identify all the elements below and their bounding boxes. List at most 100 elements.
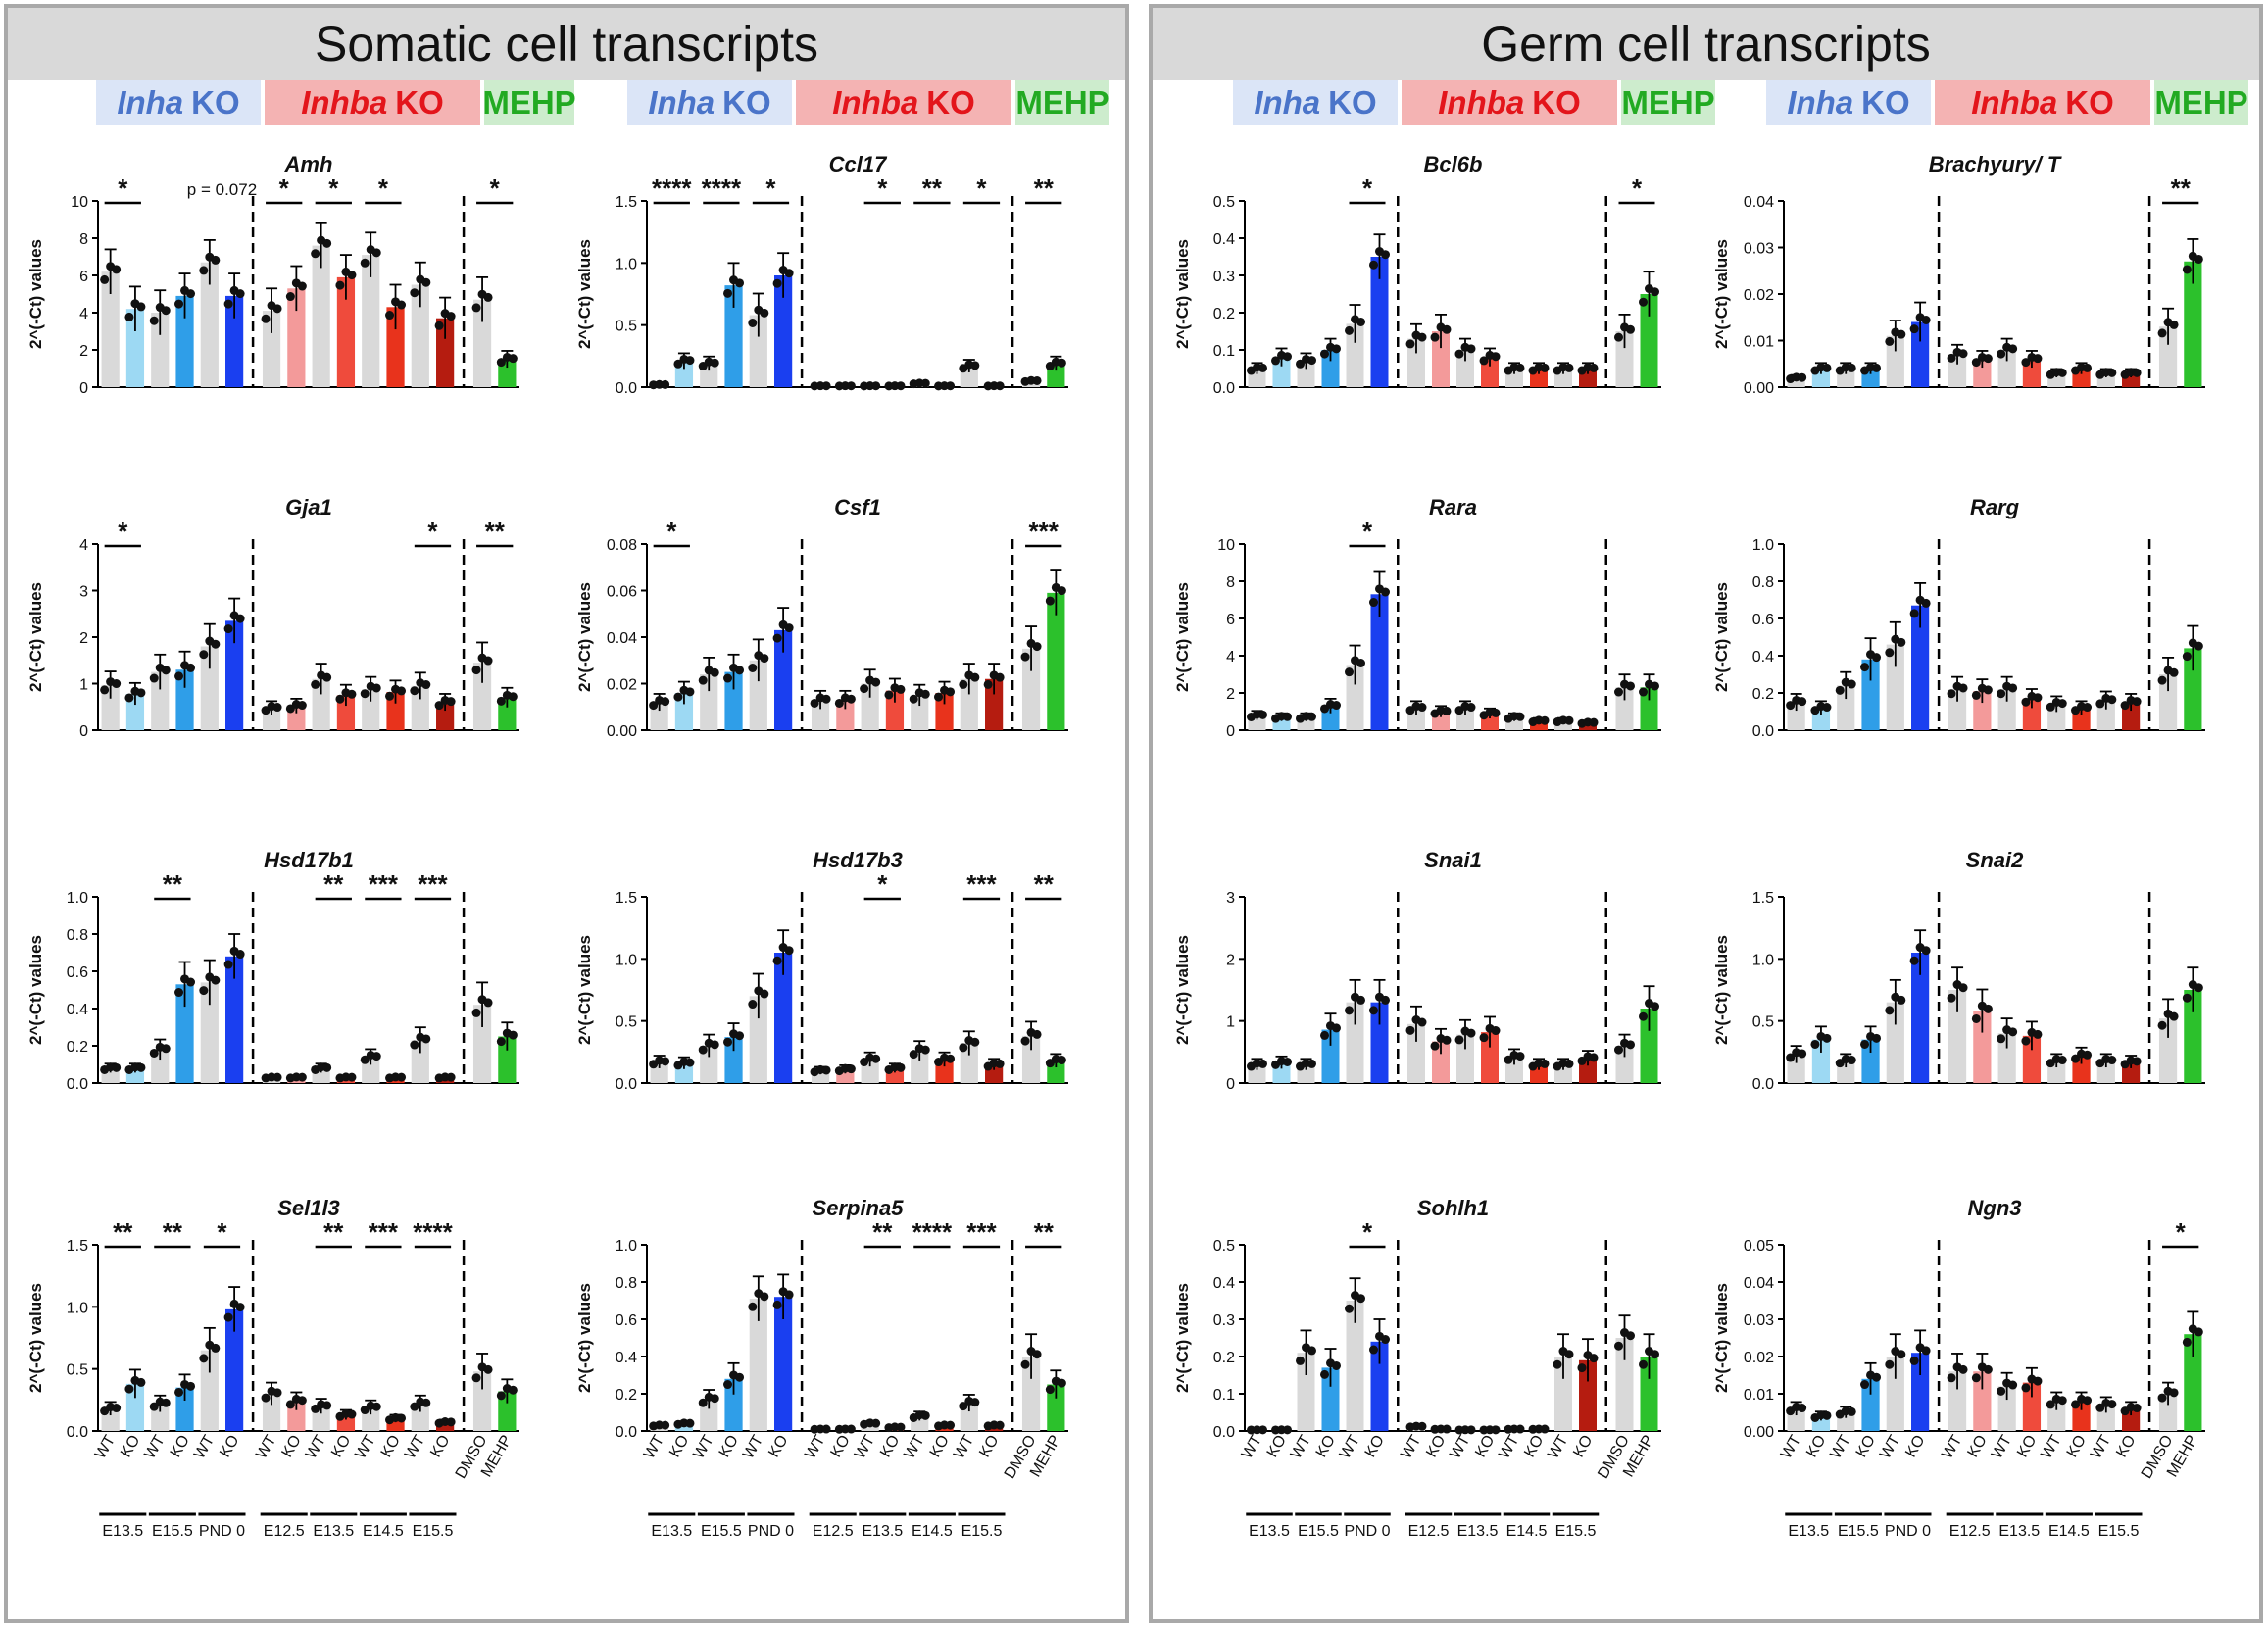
data-point xyxy=(1057,1056,1066,1065)
data-point xyxy=(124,1384,134,1394)
data-point xyxy=(1381,1335,1390,1345)
bar xyxy=(1370,257,1389,387)
data-point xyxy=(698,1045,708,1055)
data-point xyxy=(2194,254,2203,264)
data-point xyxy=(2095,699,2105,709)
data-point xyxy=(446,697,456,707)
data-point xyxy=(748,663,758,672)
x-tick-label: KO xyxy=(1853,1433,1879,1461)
chart-amh: Amh 2^(-Ct) values 0 2 4 6 8 10 * p = 0.072 * * * * xyxy=(26,152,519,397)
y-tick-label: 0.4 xyxy=(616,1350,637,1366)
bar xyxy=(2184,990,2202,1083)
data-point xyxy=(335,694,345,704)
bar xyxy=(2184,648,2202,730)
y-axis-label: 2^(-Ct) values xyxy=(1173,239,1192,349)
data-point xyxy=(186,289,196,299)
data-point xyxy=(760,654,769,664)
y-tick-label: 0.02 xyxy=(1744,1350,1774,1366)
x-tick-label: WT xyxy=(2039,1432,2065,1461)
x-tick-label: WT xyxy=(1989,1432,2015,1461)
data-point xyxy=(896,381,906,391)
y-tick-label: 0.03 xyxy=(1744,1312,1774,1329)
data-point xyxy=(1032,642,1042,652)
ko-label: KO xyxy=(395,84,444,121)
mehp-label: MEHP xyxy=(2154,84,2248,121)
bar xyxy=(1615,331,1634,387)
gene-name: Inha xyxy=(1787,84,1854,121)
data-point xyxy=(2132,697,2142,707)
data-point xyxy=(1442,706,1452,715)
data-point xyxy=(735,278,745,288)
x-tick-label: KO xyxy=(1803,1433,1829,1461)
data-point xyxy=(1032,1350,1042,1359)
significance-label: **** xyxy=(912,1217,953,1247)
data-point xyxy=(2194,1327,2203,1337)
data-point xyxy=(471,303,481,313)
significance-label: ** xyxy=(872,1217,893,1247)
data-point xyxy=(884,690,894,700)
data-point xyxy=(871,381,881,391)
chart-serpina5: Serpina5 2^(-Ct) values 0.0 0.2 0.4 0.6 0.8 1.0… xyxy=(575,1196,1068,1540)
bar xyxy=(1021,1035,1041,1083)
data-point xyxy=(174,671,184,681)
bar xyxy=(2072,1401,2091,1431)
significance-label: * xyxy=(666,517,677,546)
data-point xyxy=(846,694,856,704)
significance-label: **** xyxy=(652,173,692,203)
bar xyxy=(1911,1353,1930,1431)
data-point xyxy=(272,703,282,713)
data-point xyxy=(2107,368,2117,377)
data-point xyxy=(2182,993,2192,1003)
data-point xyxy=(970,1037,980,1047)
data-point xyxy=(1258,1425,1267,1435)
data-point xyxy=(909,694,918,704)
data-point xyxy=(112,1062,122,1072)
bar xyxy=(674,693,694,730)
gene-name: Inhba xyxy=(832,84,919,121)
data-point xyxy=(446,312,456,321)
data-point xyxy=(1958,683,1968,693)
data-point xyxy=(661,379,670,389)
data-point xyxy=(360,1055,370,1064)
group-header-inha-ko: Inha KO xyxy=(1766,80,1931,125)
data-point xyxy=(1345,325,1354,335)
bar xyxy=(151,313,170,387)
data-point xyxy=(1589,717,1599,727)
data-point xyxy=(710,667,719,677)
data-point xyxy=(784,1290,794,1300)
data-point xyxy=(1332,1360,1341,1370)
bar xyxy=(225,956,244,1083)
y-tick-label: 0.2 xyxy=(1213,306,1235,322)
data-point xyxy=(2132,368,2142,377)
chart-title: Sel1l3 xyxy=(277,1196,340,1220)
data-point xyxy=(2107,1400,2117,1409)
data-point xyxy=(2120,701,2130,711)
y-axis-label: 2^(-Ct) values xyxy=(1712,582,1731,692)
bar xyxy=(774,629,793,730)
data-point xyxy=(1515,1424,1525,1434)
data-point xyxy=(1847,679,1856,689)
y-tick-label: 3 xyxy=(1226,890,1235,907)
significance-label: * xyxy=(1362,517,1373,546)
stage-label: E13.5 xyxy=(862,1523,903,1540)
data-point xyxy=(920,1410,930,1420)
stage-label: E13.5 xyxy=(313,1523,354,1540)
y-tick-label: 8 xyxy=(79,231,88,248)
bar xyxy=(125,1383,145,1431)
x-tick-label: WT xyxy=(402,1432,428,1461)
y-axis-label: 2^(-Ct) values xyxy=(1173,582,1192,692)
data-point xyxy=(1626,681,1635,691)
data-point xyxy=(946,1054,956,1063)
y-tick-label: 0.5 xyxy=(616,1014,637,1031)
data-point xyxy=(199,1354,209,1363)
y-tick-label: 0.08 xyxy=(607,537,637,554)
data-point xyxy=(698,675,708,685)
y-tick-label: 0.3 xyxy=(1213,269,1235,285)
bar xyxy=(125,693,145,730)
y-axis-label: 2^(-Ct) values xyxy=(575,1283,594,1393)
y-axis-label: 2^(-Ct) values xyxy=(1712,239,1731,349)
y-tick-label: 2 xyxy=(1226,952,1235,968)
significance-label: *** xyxy=(418,869,448,899)
data-point xyxy=(496,358,506,368)
data-point xyxy=(174,988,184,998)
